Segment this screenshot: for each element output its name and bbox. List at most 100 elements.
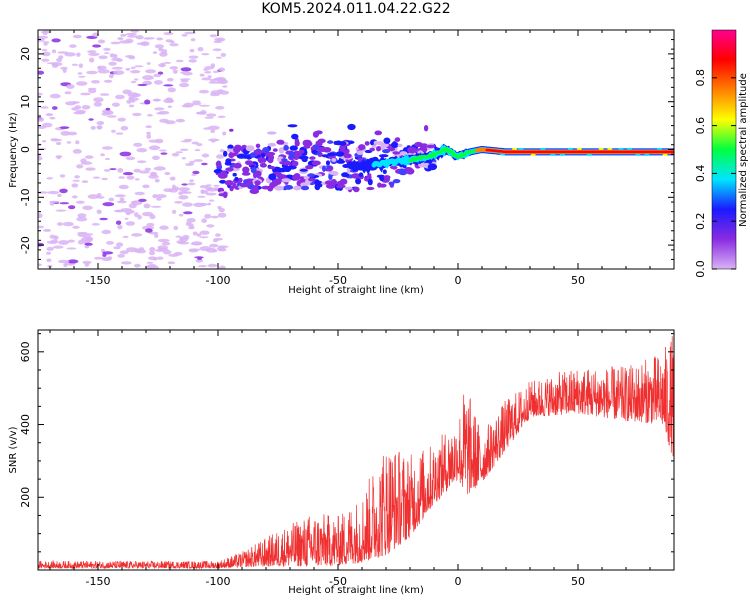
cluster-blob [356, 150, 364, 155]
noise-blob [42, 140, 47, 143]
cluster-blob [374, 130, 383, 136]
noise-blob [60, 131, 71, 136]
noise-blob [171, 184, 176, 190]
noise-blob [213, 40, 222, 44]
noise-blob [181, 33, 188, 37]
noise-blob [120, 208, 132, 211]
noise-blob [88, 88, 97, 94]
noise-blob [128, 55, 136, 60]
y-tick-label: 10 [19, 95, 32, 109]
cluster-blob [426, 144, 436, 149]
noise-blob [145, 82, 152, 85]
noise-blob [120, 261, 132, 265]
noise-blob [159, 225, 169, 230]
noise-blob [38, 156, 43, 161]
ridge-band [485, 148, 674, 154]
colorbar-tick-label: 0.2 [694, 212, 707, 230]
cluster-blob [291, 160, 299, 167]
cluster-blob [414, 141, 423, 148]
noise-blob [72, 34, 82, 39]
noise-blob [207, 263, 218, 268]
noise-blob [162, 249, 172, 255]
ridge-speckle [657, 147, 662, 150]
x-tick-label: -50 [329, 575, 347, 588]
noise-blob [82, 205, 93, 210]
noise-blob [87, 194, 100, 200]
noise-blob [57, 193, 62, 198]
noise-blob [97, 69, 110, 74]
cluster-blob [229, 128, 234, 132]
noise-blob [119, 151, 132, 157]
noise-blob [146, 134, 151, 139]
cluster-blob [388, 181, 395, 186]
noise-blob [103, 47, 111, 52]
noise-blob [51, 62, 63, 67]
noise-blob [159, 149, 167, 152]
snr-y-axis-label: SNR (v/v) [8, 426, 19, 473]
noise-blob [53, 138, 62, 142]
noise-blob [201, 153, 210, 158]
ridge-speckle [644, 153, 650, 156]
cluster-blob [287, 124, 298, 128]
noise-blob [60, 66, 68, 70]
noise-blob [55, 141, 62, 146]
noise-blob [91, 80, 100, 84]
noise-blob [41, 48, 48, 52]
cluster-blob [388, 147, 396, 152]
noise-blob [157, 238, 170, 243]
noise-blob [66, 84, 75, 89]
cluster-blob [336, 159, 346, 164]
noise-blob [158, 63, 166, 68]
noise-blob [120, 33, 127, 37]
noise-blob [204, 116, 214, 119]
noise-blob [207, 202, 212, 206]
noise-blob [102, 146, 113, 150]
noise-blob [164, 171, 171, 176]
noise-blob [175, 235, 182, 238]
noise-blob [88, 118, 94, 121]
noise-blob [126, 99, 132, 104]
noise-blob [144, 99, 151, 105]
ridge-speckle [560, 153, 565, 156]
cluster-blob [327, 140, 334, 144]
cluster-blob [233, 162, 242, 169]
x-tick-label: -150 [86, 274, 111, 287]
ridge-speckle [512, 147, 518, 150]
noise-blob [148, 139, 159, 143]
snr-series [38, 336, 674, 570]
ridge-speckle [550, 153, 556, 156]
noise-blob [112, 70, 125, 75]
noise-blob [38, 225, 45, 229]
cluster-blob [397, 143, 403, 148]
cluster-blob [289, 145, 298, 151]
noise-blob [67, 239, 75, 243]
cluster-blob [232, 182, 237, 189]
noise-blob [78, 75, 86, 78]
noise-blob [72, 179, 81, 182]
noise-blob [38, 35, 49, 39]
cluster-blob [255, 143, 261, 148]
noise-blob [207, 75, 212, 79]
cluster-blob [268, 165, 276, 170]
noise-blob [220, 52, 227, 57]
ridge-speckle [540, 147, 546, 150]
cluster-blob [364, 141, 370, 146]
noise-blob [103, 52, 110, 55]
noise-blob [110, 41, 121, 45]
cluster-blob [394, 137, 401, 143]
cluster-blob [315, 130, 323, 135]
chart-title: KOM5.2024.011.04.22.G22 [261, 1, 451, 17]
noise-blob [117, 254, 125, 258]
noise-blob [199, 236, 209, 239]
noise-blob [148, 231, 159, 235]
cluster-blob [224, 180, 234, 186]
noise-blob [105, 157, 110, 161]
noise-blob [199, 73, 205, 77]
noise-blob [157, 245, 169, 250]
cluster-blob [245, 160, 253, 166]
noise-blob [147, 114, 153, 117]
noise-blob [135, 35, 144, 40]
noise-blob [212, 70, 220, 73]
noise-blob [137, 214, 142, 220]
noise-blob [148, 174, 159, 179]
